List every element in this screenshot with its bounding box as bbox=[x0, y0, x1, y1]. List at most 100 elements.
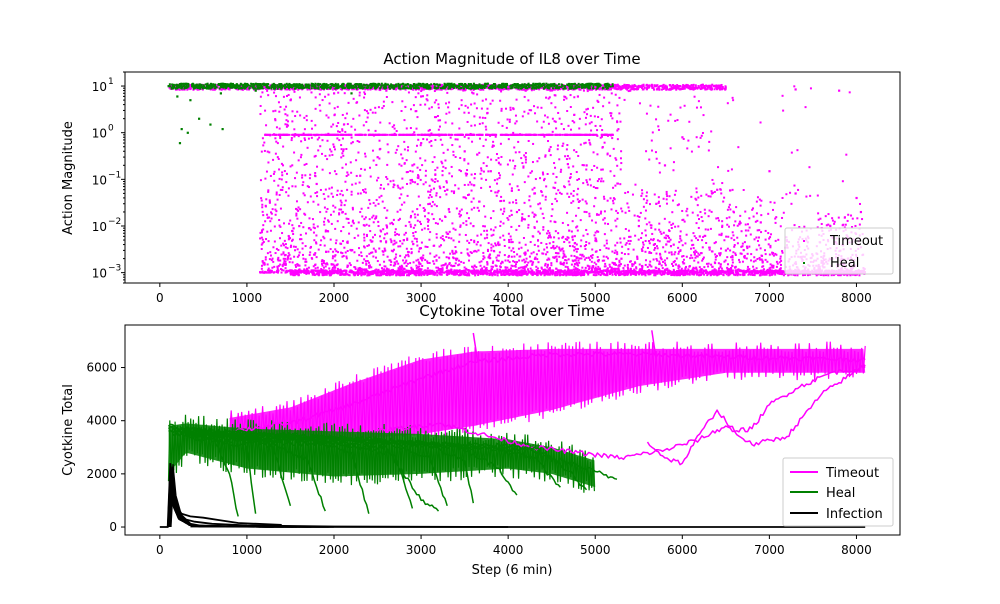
timeout-point bbox=[495, 256, 498, 259]
timeout-point bbox=[320, 239, 323, 242]
timeout-point bbox=[678, 265, 681, 268]
timeout-point bbox=[536, 160, 539, 163]
timeout-point bbox=[260, 231, 263, 234]
band-point bbox=[340, 273, 343, 276]
timeout-point bbox=[626, 263, 629, 266]
band-point bbox=[313, 274, 316, 277]
timeout-point bbox=[477, 209, 480, 212]
timeout-point bbox=[695, 106, 698, 109]
timeout-point bbox=[470, 200, 473, 203]
timeout-point bbox=[467, 253, 470, 256]
band-point bbox=[732, 273, 735, 276]
timeout-point bbox=[756, 239, 759, 242]
timeout-point bbox=[636, 215, 639, 218]
timeout-point bbox=[848, 91, 851, 94]
timeout-point bbox=[713, 190, 716, 193]
timeout-point bbox=[564, 265, 567, 268]
timeout-point bbox=[374, 129, 377, 132]
timeout-point bbox=[465, 223, 468, 226]
timeout-point bbox=[575, 250, 578, 253]
timeout-point bbox=[510, 249, 513, 252]
timeout-point bbox=[293, 135, 296, 138]
timeout-point bbox=[522, 218, 525, 221]
timeout-point bbox=[658, 240, 661, 243]
timeout-point bbox=[558, 246, 561, 249]
timeout-point bbox=[479, 268, 482, 271]
timeout-point bbox=[615, 209, 618, 212]
band-point bbox=[556, 272, 559, 275]
timeout-point bbox=[591, 219, 594, 222]
timeout-point bbox=[697, 261, 700, 264]
timeout-point bbox=[330, 125, 333, 128]
timeout-point bbox=[597, 213, 600, 216]
timeout-point bbox=[738, 223, 741, 226]
timeout-point bbox=[644, 259, 647, 262]
timeout-point bbox=[709, 195, 712, 198]
timeout-point bbox=[332, 123, 335, 126]
timeout-point bbox=[335, 250, 338, 253]
timeout-point bbox=[549, 146, 552, 149]
timeout-point bbox=[597, 258, 600, 261]
timeout-point bbox=[750, 259, 753, 262]
timeout-point bbox=[414, 230, 417, 233]
timeout-point bbox=[486, 107, 489, 110]
timeout-point bbox=[722, 200, 725, 203]
timeout-point bbox=[311, 218, 314, 221]
band-point bbox=[534, 273, 537, 276]
band-point bbox=[374, 269, 377, 272]
band-point bbox=[328, 269, 331, 272]
timeout-point bbox=[378, 148, 381, 151]
timeout-point bbox=[281, 174, 284, 177]
timeout-point bbox=[484, 267, 487, 270]
timeout-point bbox=[381, 200, 384, 203]
timeout-point bbox=[581, 266, 584, 269]
timeout-point bbox=[619, 157, 622, 160]
timeout-point bbox=[340, 208, 343, 211]
timeout-point bbox=[548, 96, 551, 99]
timeout-point bbox=[289, 219, 292, 222]
band-point bbox=[688, 273, 691, 276]
timeout-point bbox=[501, 212, 504, 215]
timeout-point bbox=[496, 254, 499, 257]
timeout-point bbox=[527, 223, 530, 226]
timeout-point bbox=[364, 191, 367, 194]
timeout-point bbox=[618, 264, 621, 267]
timeout-point bbox=[457, 264, 460, 267]
band-point bbox=[594, 274, 597, 277]
timeout-point bbox=[344, 251, 347, 254]
timeout-point bbox=[687, 269, 690, 272]
timeout-point bbox=[501, 124, 504, 127]
timeout-point bbox=[517, 140, 520, 143]
timeout-point bbox=[575, 214, 578, 217]
timeout-point bbox=[321, 260, 324, 263]
timeout-point bbox=[343, 204, 346, 207]
timeout-point bbox=[273, 225, 276, 228]
timeout-point bbox=[599, 212, 602, 215]
timeout-point bbox=[523, 252, 526, 255]
timeout-point bbox=[418, 261, 421, 264]
timeout-point bbox=[562, 250, 565, 253]
timeout-point bbox=[262, 224, 265, 227]
timeout-point bbox=[284, 260, 287, 263]
band-point bbox=[444, 270, 447, 273]
timeout-point bbox=[416, 213, 419, 216]
band-point bbox=[349, 269, 352, 272]
timeout-point bbox=[344, 163, 347, 166]
timeout-point bbox=[562, 128, 565, 131]
timeout-point bbox=[584, 247, 587, 250]
timeout-point bbox=[420, 90, 423, 93]
timeout-point bbox=[435, 259, 438, 262]
timeout-point bbox=[286, 270, 289, 273]
timeout-point bbox=[302, 132, 305, 135]
timeout-point bbox=[416, 116, 419, 119]
timeout-point bbox=[617, 267, 620, 270]
timeout-point bbox=[629, 235, 632, 238]
timeout-point bbox=[668, 236, 671, 239]
timeout-point bbox=[490, 265, 493, 268]
timeout-point bbox=[620, 207, 623, 210]
timeout-point bbox=[546, 258, 549, 261]
timeout-point bbox=[385, 240, 388, 243]
timeout-point bbox=[638, 215, 641, 218]
band-point bbox=[348, 270, 351, 273]
